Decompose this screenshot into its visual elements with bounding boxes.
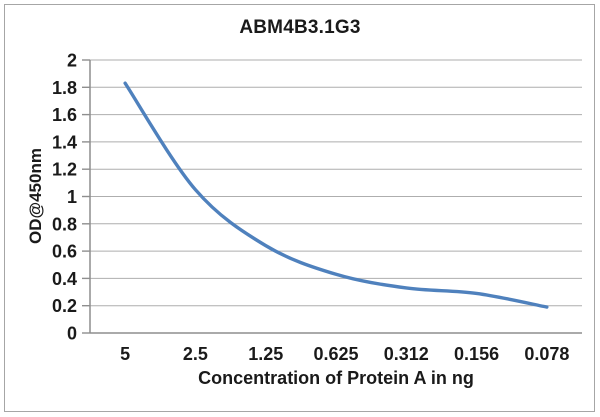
y-tick-label: 1.6 bbox=[52, 105, 77, 125]
y-tick-label: 1.2 bbox=[52, 160, 77, 180]
x-tick-label: 0.156 bbox=[454, 344, 499, 364]
y-tick-label: 1.4 bbox=[52, 132, 77, 152]
y-tick-label: 0 bbox=[67, 324, 77, 344]
data-line-series bbox=[123, 81, 549, 309]
x-axis-title: Concentration of Protein A in ng bbox=[198, 368, 474, 388]
y-tick-label: 0.4 bbox=[52, 269, 77, 289]
chart-title: ABM4B3.1G3 bbox=[239, 17, 361, 38]
y-tick-label: 1 bbox=[67, 187, 77, 207]
x-tick-label: 5 bbox=[120, 344, 130, 364]
x-tick-label: 2.5 bbox=[183, 344, 208, 364]
y-tick-label: 2 bbox=[67, 51, 77, 71]
y-tick-label: 0.2 bbox=[52, 296, 77, 316]
x-tick-label: 0.625 bbox=[313, 344, 358, 364]
y-tick-label: 0.8 bbox=[52, 214, 77, 234]
x-tick-label: 0.078 bbox=[524, 344, 569, 364]
x-tick-label: 1.25 bbox=[248, 344, 283, 364]
x-tick-label: 0.312 bbox=[384, 344, 429, 364]
y-tick-label: 0.6 bbox=[52, 242, 77, 262]
y-tick-label: 1.8 bbox=[52, 78, 77, 98]
